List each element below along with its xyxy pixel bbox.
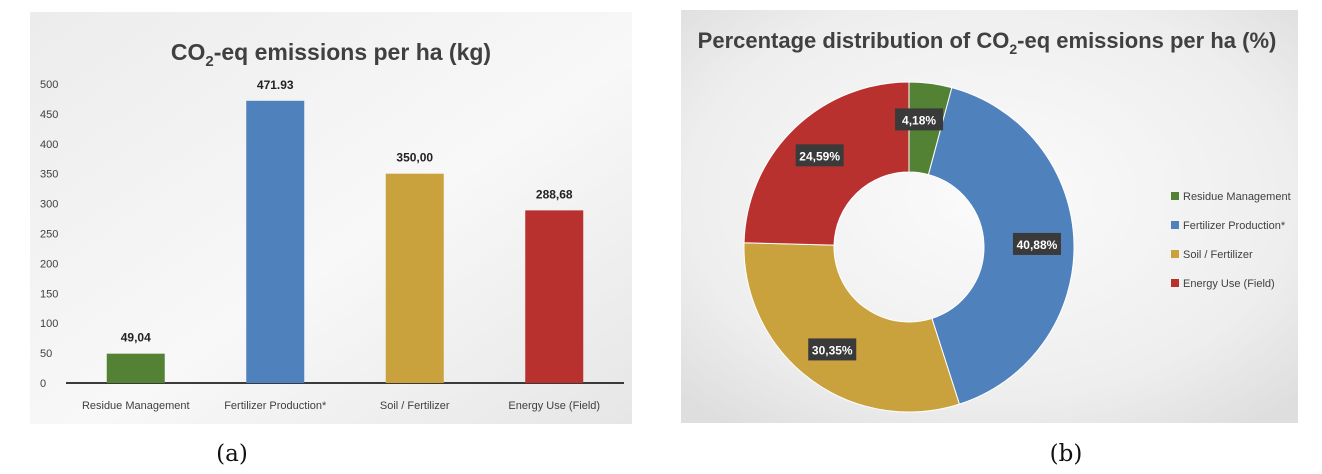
slice-label: 24,59%	[795, 144, 844, 167]
bar	[246, 100, 305, 383]
chart-title: Percentage distribution of CO2-eq emissi…	[698, 28, 1277, 57]
legend-swatch	[1171, 250, 1179, 258]
legend-swatch	[1171, 221, 1179, 229]
chart-title: CO2-eq emissions per ha (kg)	[171, 39, 491, 70]
slice-label-box	[895, 108, 944, 131]
donut-chart: Percentage distribution of CO2-eq emissi…	[681, 10, 1298, 423]
donut-chart-panel: Percentage distribution of CO2-eq emissi…	[681, 10, 1298, 423]
bar-chart-panel: CO2-eq emissions per ha (kg) 0 50 100 150 20…	[30, 12, 632, 424]
slice-label-box	[1012, 232, 1061, 255]
y-tick-label: 300	[40, 199, 58, 211]
legend-label: Soil / Fertilizer	[1183, 249, 1253, 261]
y-tick-label: 250	[40, 229, 58, 241]
slice-label: 40,88%	[1012, 232, 1061, 255]
slice-label-box	[795, 144, 844, 167]
slice-label-text: 24,59%	[799, 149, 840, 163]
bar-chart: CO2-eq emissions per ha (kg) 0 50 100 150 20…	[30, 12, 632, 424]
bar-value-label: 350,00	[396, 151, 433, 165]
x-category-label: Residue Management	[82, 400, 190, 412]
legend-swatch	[1171, 192, 1179, 200]
x-category-label: Fertilizer Production*	[224, 400, 327, 412]
donut-slice	[743, 242, 961, 413]
bar	[525, 210, 584, 383]
legend-label: Energy Use (Field)	[1183, 278, 1275, 290]
y-tick-label: 350	[40, 169, 58, 181]
slice-label: 30,35%	[808, 338, 857, 361]
slice-label-text: 40,88%	[1017, 238, 1058, 252]
y-tick-label: 400	[40, 139, 58, 151]
donut-slice	[927, 87, 1075, 405]
y-tick-label: 150	[40, 288, 58, 300]
y-tick-label: 450	[40, 109, 58, 121]
legend-label: Fertilizer Production*	[1183, 220, 1286, 232]
bar-value-label: 471.93	[257, 78, 294, 92]
x-category-label: Soil / Fertilizer	[380, 400, 450, 412]
slice-label-box	[808, 338, 857, 361]
bar-value-label: 49,04	[121, 331, 151, 345]
caption-a: (a)	[216, 441, 248, 467]
slice-label-text: 30,35%	[812, 343, 853, 357]
slice-label: 4,18%	[895, 108, 944, 131]
legend-label: Residue Management	[1183, 191, 1291, 203]
bar	[385, 173, 444, 383]
caption-b: (b)	[1049, 441, 1083, 467]
bar	[106, 353, 165, 383]
legend-swatch	[1171, 279, 1179, 287]
y-tick-label: 50	[40, 348, 52, 360]
y-tick-label: 500	[40, 79, 58, 91]
y-tick-label: 100	[40, 318, 58, 330]
y-tick-label: 200	[40, 258, 58, 270]
slice-label-text: 4,18%	[902, 113, 936, 127]
x-category-label: Energy Use (Field)	[508, 400, 600, 412]
bar-value-label: 288,68	[536, 187, 573, 201]
y-tick-label: 0	[40, 378, 46, 390]
